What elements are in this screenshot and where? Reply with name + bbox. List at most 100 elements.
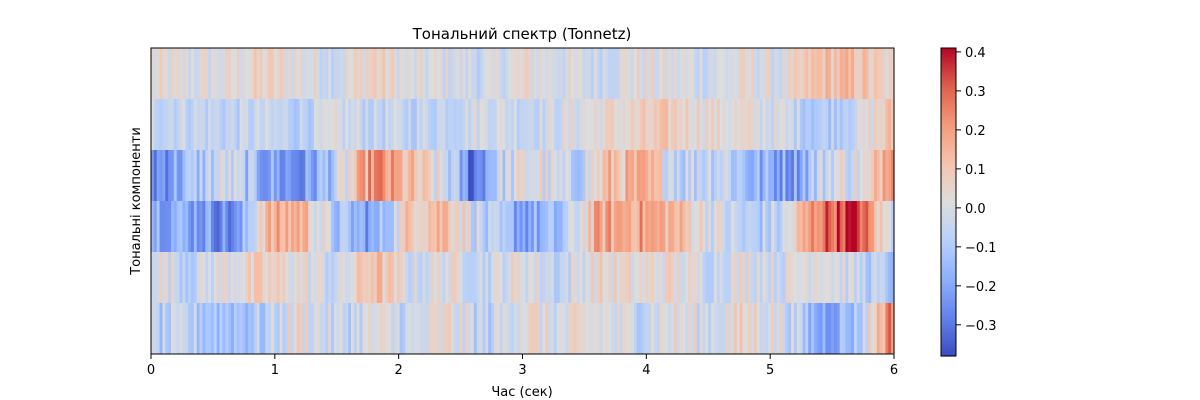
heatmap-cell <box>805 99 809 151</box>
heatmap-cell <box>762 99 767 151</box>
heatmap-cell <box>213 252 218 304</box>
heatmap-cell <box>585 99 589 151</box>
heatmap-cell <box>462 303 466 355</box>
heatmap-cell <box>585 201 589 253</box>
colorbar-segment <box>941 176 956 179</box>
heatmap-cell <box>842 99 847 151</box>
heatmap-cell <box>876 150 881 202</box>
heatmap-cell <box>722 252 726 304</box>
colorbar-segment <box>941 186 956 189</box>
heatmap-cell <box>745 99 749 151</box>
heatmap-cell <box>393 201 398 253</box>
heatmap-cell <box>639 252 644 304</box>
heatmap-cell <box>833 150 838 202</box>
heatmap-cell <box>168 150 172 202</box>
heatmap-cell <box>293 150 298 202</box>
heatmap-cell <box>245 150 249 202</box>
heatmap-cell <box>591 99 595 151</box>
heatmap-cell <box>196 252 201 304</box>
heatmap-cell <box>202 201 206 253</box>
heatmap-cell <box>502 48 506 100</box>
colorbar-segment <box>941 144 956 147</box>
heatmap-cell <box>405 252 409 304</box>
heatmap-cell <box>482 252 486 304</box>
heatmap-cell <box>759 150 764 202</box>
heatmap-cell <box>456 150 461 202</box>
heatmap-cell <box>791 201 795 253</box>
heatmap-cell <box>548 48 552 100</box>
heatmap-cell <box>582 201 586 253</box>
heatmap-cell <box>565 201 569 253</box>
colorbar-segment <box>941 152 956 155</box>
heatmap-cell <box>313 99 318 151</box>
heatmap-cell <box>871 150 875 202</box>
heatmap-cell <box>591 303 595 355</box>
heatmap-cell <box>531 303 535 355</box>
heatmap-cell <box>628 303 632 355</box>
heatmap-cell <box>456 48 461 100</box>
colorbar-segment <box>941 344 956 347</box>
heatmap-cell <box>445 303 449 355</box>
heatmap-cell <box>391 303 395 355</box>
heatmap-cell <box>368 150 372 202</box>
heatmap-cell <box>662 303 666 355</box>
heatmap-cell <box>608 48 612 100</box>
heatmap-cell <box>708 201 712 253</box>
heatmap-cell <box>716 150 721 202</box>
heatmap-cell <box>845 303 849 355</box>
heatmap-cell <box>296 201 301 253</box>
heatmap-cell <box>619 252 624 304</box>
heatmap-cell <box>596 303 601 355</box>
heatmap-cell <box>656 150 661 202</box>
heatmap-cell <box>239 48 244 100</box>
heatmap-cell <box>242 303 246 355</box>
heatmap-cell <box>693 48 698 100</box>
heatmap-cell <box>556 303 561 355</box>
heatmap-cell <box>802 252 807 304</box>
heatmap-cell <box>728 252 732 304</box>
heatmap-cell <box>453 99 458 151</box>
heatmap-cell <box>853 201 858 253</box>
heatmap-cell <box>253 48 258 100</box>
heatmap-cell <box>562 99 566 151</box>
colorbar-segment <box>941 338 956 341</box>
heatmap-cell <box>433 201 438 253</box>
heatmap-cell <box>445 150 449 202</box>
heatmap-cell <box>676 303 681 355</box>
heatmap-cell <box>405 48 409 100</box>
heatmap-cell <box>356 303 361 355</box>
heatmap-cell <box>265 201 269 253</box>
heatmap-cell <box>225 201 229 253</box>
heatmap-cell <box>445 252 449 304</box>
heatmap-cell <box>871 48 875 100</box>
colorbar-segment <box>941 192 956 195</box>
heatmap-cell <box>613 48 618 100</box>
heatmap-cell <box>802 48 807 100</box>
heatmap-cell <box>716 48 721 100</box>
heatmap-cell <box>882 48 887 100</box>
heatmap-cell <box>702 303 706 355</box>
heatmap-cell <box>308 201 312 253</box>
heatmap-cell <box>551 99 555 151</box>
heatmap-cell <box>613 303 618 355</box>
heatmap-cell <box>785 201 789 253</box>
heatmap-cell <box>376 48 381 100</box>
heatmap-cell <box>191 48 195 100</box>
heatmap-cell <box>151 252 155 304</box>
heatmap-cell <box>719 48 724 100</box>
heatmap-cell <box>288 201 292 253</box>
heatmap-cell <box>639 150 644 202</box>
heatmap-cell <box>676 201 681 253</box>
heatmap-cell <box>299 99 304 151</box>
heatmap-cell <box>676 48 681 100</box>
heatmap-cell <box>362 48 366 100</box>
heatmap-cell <box>385 150 389 202</box>
colorbar-tick-label: 0.2 <box>965 124 986 139</box>
heatmap-cell <box>205 201 209 253</box>
heatmap-cell <box>339 150 344 202</box>
heatmap-cell <box>176 48 181 100</box>
heatmap-cell <box>185 99 189 151</box>
heatmap-cell <box>619 201 624 253</box>
colorbar-segment <box>941 230 956 233</box>
heatmap-cell <box>508 303 512 355</box>
